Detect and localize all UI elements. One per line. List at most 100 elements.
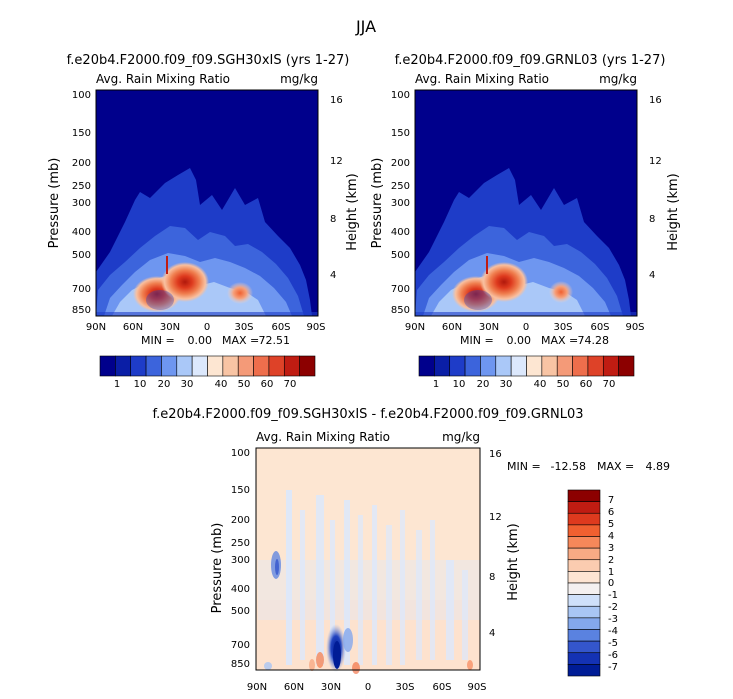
- colorbar-swatch: [176, 355, 193, 377]
- colorbar-label: -7: [608, 662, 618, 673]
- colorbar-swatch: [434, 355, 451, 377]
- colorbar-label: 6: [608, 507, 614, 518]
- colorbar-swatch: [567, 559, 601, 572]
- colorbar-label: -2: [608, 602, 618, 613]
- colorbar-swatch: [567, 571, 601, 584]
- colorbar-swatch: [480, 355, 497, 377]
- colorbar-label: 50: [238, 379, 251, 390]
- min-max-readout: MIN = -12.58 MAX = 4.89: [507, 460, 670, 473]
- colorbar-label: 10: [453, 379, 466, 390]
- y-axis-right: 16 12 8 4: [489, 449, 502, 639]
- y-axis-title: Pressure (mb): [47, 158, 62, 249]
- y-tick-label: 200: [72, 158, 91, 169]
- colorbar-swatch: [567, 617, 601, 630]
- max-label: MAX =: [541, 334, 578, 347]
- panel-title: f.e20b4.F2000.f09_f09.SGH30xIS (yrs 1-27…: [67, 53, 350, 68]
- colorbar-swatch: [418, 355, 435, 377]
- colorbar-swatch: [567, 629, 601, 642]
- colorbar-label: 30: [500, 379, 513, 390]
- y-right-axis-title: Height (km): [506, 523, 521, 600]
- y-right-tick-label: 16: [330, 95, 343, 106]
- colorbar-swatch: [567, 582, 601, 595]
- y-tick-label: 400: [391, 227, 410, 238]
- colorbar: [567, 489, 601, 677]
- y-tick-label: 250: [391, 181, 410, 192]
- colorbar-label: 5: [608, 519, 614, 530]
- panel-subtitle-right: mg/kg: [442, 430, 480, 444]
- colorbar-label: 1: [114, 379, 120, 390]
- colorbar-swatch: [567, 652, 601, 665]
- colorbar-swatch: [541, 355, 558, 377]
- y-tick-label: 850: [391, 305, 410, 316]
- heatmap-field: [96, 90, 318, 316]
- x-tick-label: 60S: [432, 682, 451, 693]
- colorbar-label: 20: [158, 379, 171, 390]
- colorbar-label: -5: [608, 638, 618, 649]
- y-axis-title: Pressure (mb): [210, 523, 225, 614]
- colorbar-swatch: [253, 355, 270, 377]
- y-tick-label: 150: [72, 128, 91, 139]
- panel-title: f.e20b4.F2000.f09_f09.GRNL03 (yrs 1-27): [395, 53, 666, 68]
- panel-subtitle-left: Avg. Rain Mixing Ratio: [415, 72, 549, 86]
- panel-title: f.e20b4.F2000.f09_f09.SGH30xIS - f.e20b4…: [152, 407, 583, 422]
- y-axis-left: 100 150 200 250 300 400 500 700 850: [72, 90, 91, 316]
- y-axis-right: 16 12 8 4: [649, 95, 662, 281]
- colorbar-swatch: [567, 489, 601, 502]
- colorbar-swatch: [115, 355, 132, 377]
- y-right-tick-label: 12: [330, 156, 343, 167]
- x-tick-label: 30S: [234, 322, 253, 333]
- colorbar-label: 40: [215, 379, 228, 390]
- y-tick-label: 100: [72, 90, 91, 101]
- x-tick-label: 90S: [306, 322, 325, 333]
- x-tick-label: 30N: [479, 322, 499, 333]
- min-value: 0.00: [507, 334, 532, 347]
- min-max-readout: MIN = 0.00 MAX = 72.51: [141, 334, 290, 347]
- colorbar-swatch: [237, 355, 254, 377]
- colorbar-labels: 1 10 20 30 40 50 60 70: [114, 379, 297, 390]
- y-tick-label: 100: [231, 448, 250, 459]
- x-tick-label: 0: [204, 322, 210, 333]
- colorbar-swatch: [191, 355, 208, 377]
- y-tick-label: 300: [391, 198, 410, 209]
- colorbar-swatch: [99, 355, 116, 377]
- colorbar-swatch: [526, 355, 543, 377]
- colorbar-swatch: [567, 501, 601, 514]
- y-right-axis-title: Height (km): [345, 173, 360, 250]
- y-right-tick-label: 16: [649, 95, 662, 106]
- colorbar-label: 1: [608, 567, 614, 578]
- colorbar-swatch: [556, 355, 573, 377]
- max-label: MAX =: [222, 334, 259, 347]
- y-tick-label: 150: [231, 485, 250, 496]
- colorbar-label: 60: [580, 379, 593, 390]
- panel-diff: f.e20b4.F2000.f09_f09.SGH30xIS - f.e20b4…: [152, 407, 670, 693]
- max-value: 74.28: [578, 334, 610, 347]
- colorbar-swatch: [161, 355, 178, 377]
- panel-sgh: f.e20b4.F2000.f09_f09.SGH30xIS (yrs 1-27…: [47, 53, 360, 390]
- y-right-axis-title: Height (km): [666, 173, 681, 250]
- y-right-tick-label: 8: [489, 572, 495, 583]
- y-tick-label: 700: [231, 640, 250, 651]
- panel-subtitle-right: mg/kg: [280, 72, 318, 86]
- colorbar-swatch: [572, 355, 589, 377]
- colorbar-swatch: [222, 355, 239, 377]
- x-axis: 90N 60N 30N 0 30S 60S 90S: [247, 682, 487, 693]
- x-tick-label: 0: [523, 322, 529, 333]
- colorbar-swatch: [567, 594, 601, 607]
- y-axis-right: 16 12 8 4: [330, 95, 343, 281]
- max-label: MAX =: [597, 460, 634, 473]
- colorbar-label: 1: [433, 379, 439, 390]
- max-value: 4.89: [646, 460, 671, 473]
- x-tick-label: 90N: [86, 322, 106, 333]
- colorbar-label: 70: [603, 379, 616, 390]
- y-right-tick-label: 12: [489, 512, 502, 523]
- x-axis: 90N 60N 30N 0 30S 60S 90S: [405, 322, 645, 333]
- y-tick-label: 100: [391, 90, 410, 101]
- colorbar-label: 4: [608, 531, 614, 542]
- colorbar-swatch: [464, 355, 481, 377]
- panel-subtitle-right: mg/kg: [599, 72, 637, 86]
- colorbar-swatch: [130, 355, 147, 377]
- colorbar-label: 60: [261, 379, 274, 390]
- colorbar-label: 7: [608, 495, 614, 506]
- min-value: -12.58: [551, 460, 586, 473]
